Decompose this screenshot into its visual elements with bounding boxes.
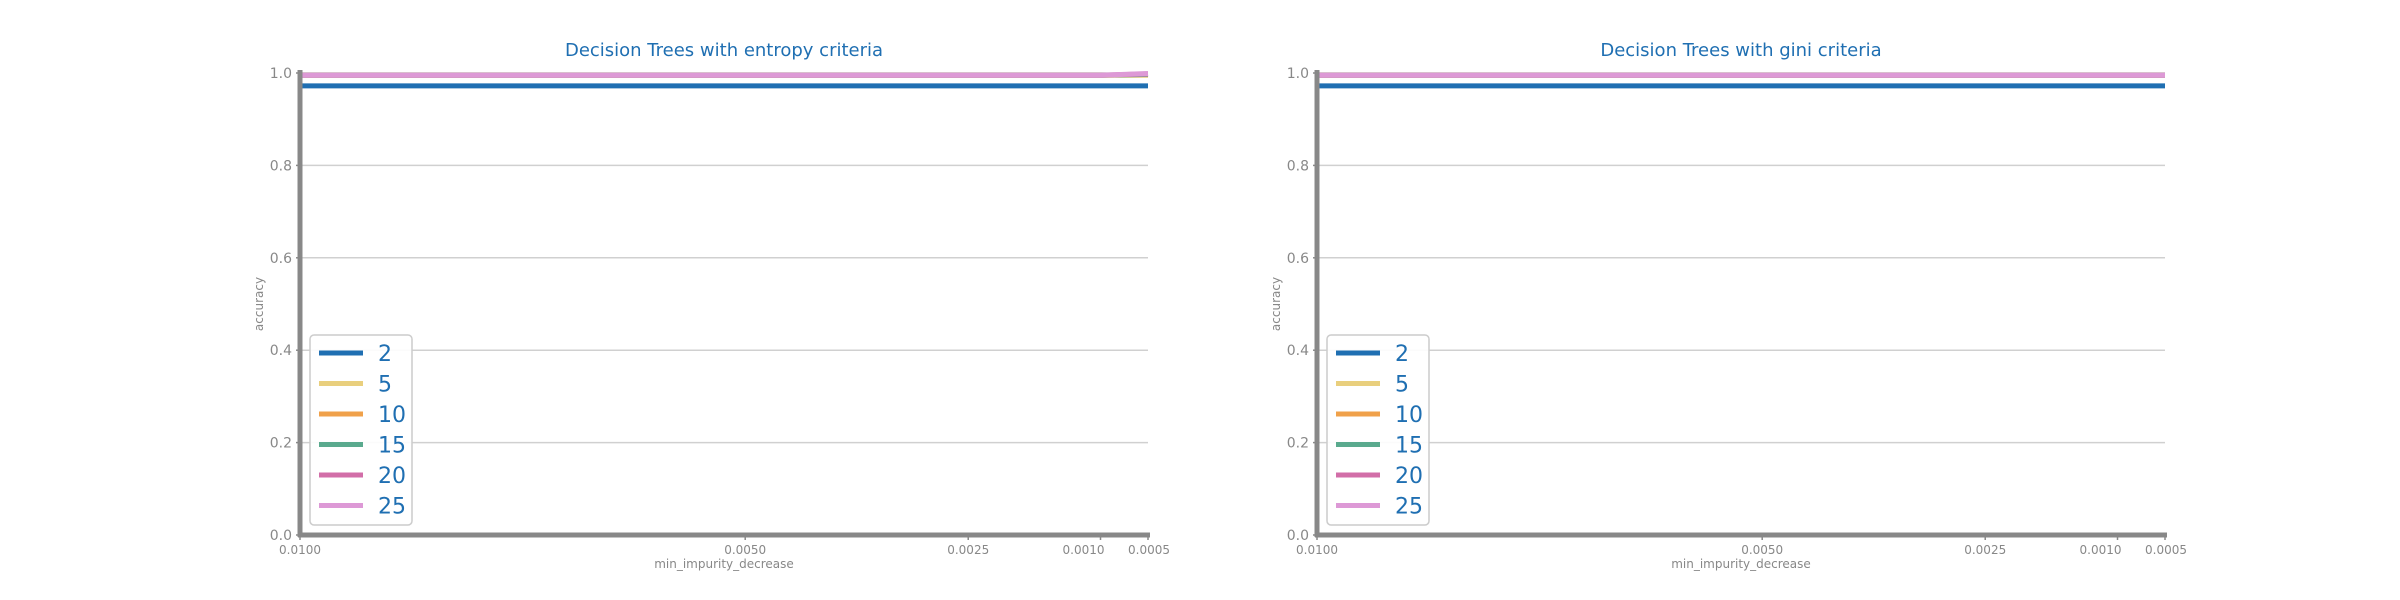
chart-title: Decision Trees with gini criteria [1600, 40, 1881, 61]
y-tick-label: 0.6 [270, 251, 292, 267]
x-tick-label: 0.0100 [279, 543, 321, 557]
y-tick-label: 0.2 [1287, 436, 1309, 452]
legend-label: 25 [1395, 495, 1423, 520]
y-axis-label: accuracy [1269, 277, 1283, 331]
y-tick-label: 0.0 [270, 528, 292, 544]
legend-label: 20 [378, 464, 406, 489]
chart-entropy: Decision Trees with entropy criteria min… [252, 40, 1170, 571]
x-tick-label: 0.0025 [1964, 543, 2006, 557]
x-tick-label: 0.0010 [2080, 543, 2122, 557]
y-tick-label: 0.2 [270, 436, 292, 452]
y-tick-label: 0.8 [270, 158, 292, 174]
y-tick-label: 0.4 [1287, 343, 1309, 359]
y-tick-label: 1.0 [270, 66, 292, 82]
legend-label: 2 [378, 342, 392, 367]
grid [300, 72, 1148, 536]
x-tick-label: 0.0005 [2145, 543, 2187, 557]
x-axis-label: min_impurity_decrease [654, 557, 794, 571]
legend-label: 5 [1395, 373, 1409, 398]
x-tick-label: 0.0010 [1063, 543, 1105, 557]
y-axis-label: accuracy [252, 277, 266, 331]
legend-label: 20 [1395, 464, 1423, 489]
chart-gini: Decision Trees with gini criteria min_im… [1269, 40, 2187, 571]
y-tick-label: 0.6 [1287, 251, 1309, 267]
legend-label: 15 [378, 434, 406, 459]
y-tick-label: 1.0 [1287, 66, 1309, 82]
x-tick-label: 0.0100 [1296, 543, 1338, 557]
legend-label: 2 [1395, 342, 1409, 367]
x-tick-label: 0.0025 [947, 543, 989, 557]
chart-title: Decision Trees with entropy criteria [565, 40, 883, 61]
legend-label: 10 [378, 403, 406, 428]
legend-label: 5 [378, 373, 392, 398]
legend-label: 25 [378, 495, 406, 520]
x-tick-label: 0.0005 [1128, 543, 1170, 557]
x-tick-label: 0.0050 [1741, 543, 1783, 557]
y-tick-label: 0.8 [1287, 158, 1309, 174]
y-tick-label: 0.4 [270, 343, 292, 359]
legend-label: 15 [1395, 434, 1423, 459]
x-tick-label: 0.0050 [724, 543, 766, 557]
legend-label: 10 [1395, 403, 1423, 428]
grid [1317, 72, 2165, 536]
x-axis-label: min_impurity_decrease [1671, 557, 1811, 571]
series-line-25 [300, 70, 1149, 78]
y-tick-label: 0.0 [1287, 528, 1309, 544]
